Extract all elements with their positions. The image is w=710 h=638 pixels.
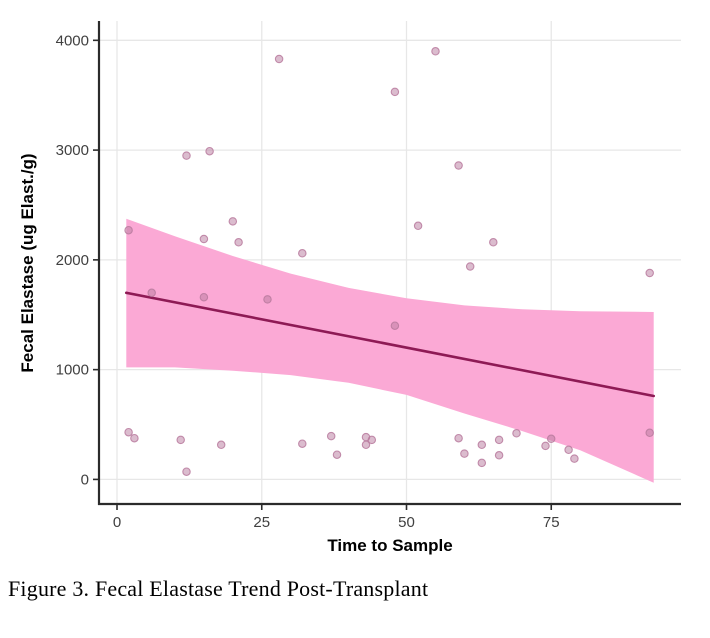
data-point [477, 440, 487, 450]
data-point [477, 458, 487, 468]
y-tick-label: 3000 [56, 142, 89, 159]
data-point [205, 146, 214, 156]
data-point [460, 449, 469, 458]
data-point [182, 467, 191, 476]
data-point [216, 440, 226, 450]
data-point [546, 434, 556, 444]
data-point [367, 435, 377, 445]
trend-line [124, 291, 656, 398]
y-tick-label: 2000 [56, 252, 89, 269]
data-point [494, 435, 504, 445]
data-point [263, 295, 272, 304]
confidence-band [126, 218, 654, 483]
data-point [124, 225, 133, 235]
data-point [431, 47, 440, 56]
data-point [274, 54, 284, 64]
data-point [541, 441, 550, 451]
data-point [489, 238, 498, 247]
data-point [465, 262, 475, 271]
data-point [570, 454, 579, 463]
figure-3: 0 1000 2000 3000 4000 0 25 50 75 Time to Sample … [8, 21, 681, 601]
data-point [454, 433, 463, 443]
x-tick-label: 50 [398, 514, 415, 531]
data-point [234, 238, 243, 247]
data-point [645, 268, 654, 278]
x-axis-title: Time to Sample [327, 536, 452, 555]
figure-caption: Figure 3. Fecal Elastase Trend Post-Tran… [8, 576, 429, 601]
x-tick-label: 75 [543, 514, 560, 531]
data-point [413, 221, 423, 231]
data-point [182, 151, 191, 160]
data-point [390, 87, 400, 97]
data-point [326, 431, 336, 441]
data-point [199, 292, 209, 302]
data-point [494, 451, 504, 460]
data-point [390, 321, 400, 330]
data-point [124, 427, 133, 437]
data-point [564, 445, 573, 455]
data-point [332, 450, 342, 459]
data-point [130, 433, 139, 443]
data-point [361, 440, 371, 450]
x-tick-label: 0 [113, 514, 121, 531]
x-tick-label: 25 [253, 514, 270, 531]
y-tick-label: 0 [81, 471, 89, 488]
data-point [199, 234, 209, 244]
data-point [147, 288, 156, 298]
y-tick-label: 1000 [56, 362, 89, 379]
data-point [298, 439, 307, 448]
data-point [512, 429, 521, 438]
plot-panel: 0 1000 2000 3000 4000 0 25 50 75 [56, 21, 681, 531]
data-point [176, 435, 185, 445]
data-point [454, 161, 463, 170]
data-point [298, 249, 307, 258]
data-point [645, 428, 654, 438]
y-axis-title: Fecal Elastase (ug Elast./g) [18, 153, 37, 372]
data-point [228, 217, 238, 226]
y-tick-label: 4000 [56, 32, 89, 49]
